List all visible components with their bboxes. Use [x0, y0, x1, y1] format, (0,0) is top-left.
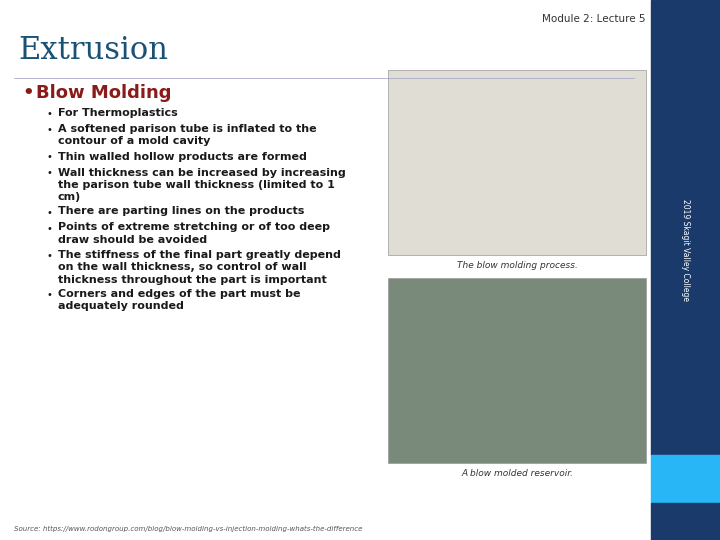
Text: Extrusion: Extrusion	[18, 35, 168, 66]
Bar	[651, 0, 720, 455]
Text: Module 2: Lecture 5: Module 2: Lecture 5	[542, 14, 646, 24]
Text: •: •	[46, 109, 52, 119]
Text: •: •	[46, 125, 52, 135]
Text: •: •	[46, 224, 52, 233]
Text: 2019 Skagit Valley College: 2019 Skagit Valley College	[681, 199, 690, 301]
Text: A blow molded reservoir.: A blow molded reservoir.	[461, 469, 573, 478]
Text: The blow molding process.: The blow molding process.	[456, 261, 577, 270]
Text: •: •	[46, 251, 52, 261]
Text: Points of extreme stretching or of too deep
draw should be avoided: Points of extreme stretching or of too d…	[58, 222, 330, 245]
Text: •: •	[46, 207, 52, 218]
Text: Corners and edges of the part must be
adequately rounded: Corners and edges of the part must be ad…	[58, 289, 300, 312]
Text: The stiffness of the final part greatly depend
on the wall thickness, so control: The stiffness of the final part greatly …	[58, 250, 341, 285]
Text: Thin walled hollow products are formed: Thin walled hollow products are formed	[58, 152, 307, 161]
Text: •: •	[46, 152, 52, 163]
Text: •: •	[22, 84, 34, 102]
Bar	[388, 278, 646, 463]
Text: Source: https://www.rodongroup.com/blog/blow-molding-vs-injection-molding-whats-: Source: https://www.rodongroup.com/blog/…	[14, 526, 362, 532]
Bar	[651, 503, 720, 540]
Text: Blow Molding: Blow Molding	[36, 84, 171, 102]
Text: For Thermoplastics: For Thermoplastics	[58, 108, 178, 118]
Text: •: •	[46, 290, 52, 300]
Text: A softened parison tube is inflated to the
contour of a mold cavity: A softened parison tube is inflated to t…	[58, 124, 317, 146]
Bar	[651, 455, 720, 503]
Text: There are parting lines on the products: There are parting lines on the products	[58, 206, 305, 217]
Text: Wall thickness can be increased by increasing
the parison tube wall thickness (l: Wall thickness can be increased by incre…	[58, 167, 346, 202]
Text: •: •	[46, 168, 52, 179]
Bar	[388, 70, 646, 255]
